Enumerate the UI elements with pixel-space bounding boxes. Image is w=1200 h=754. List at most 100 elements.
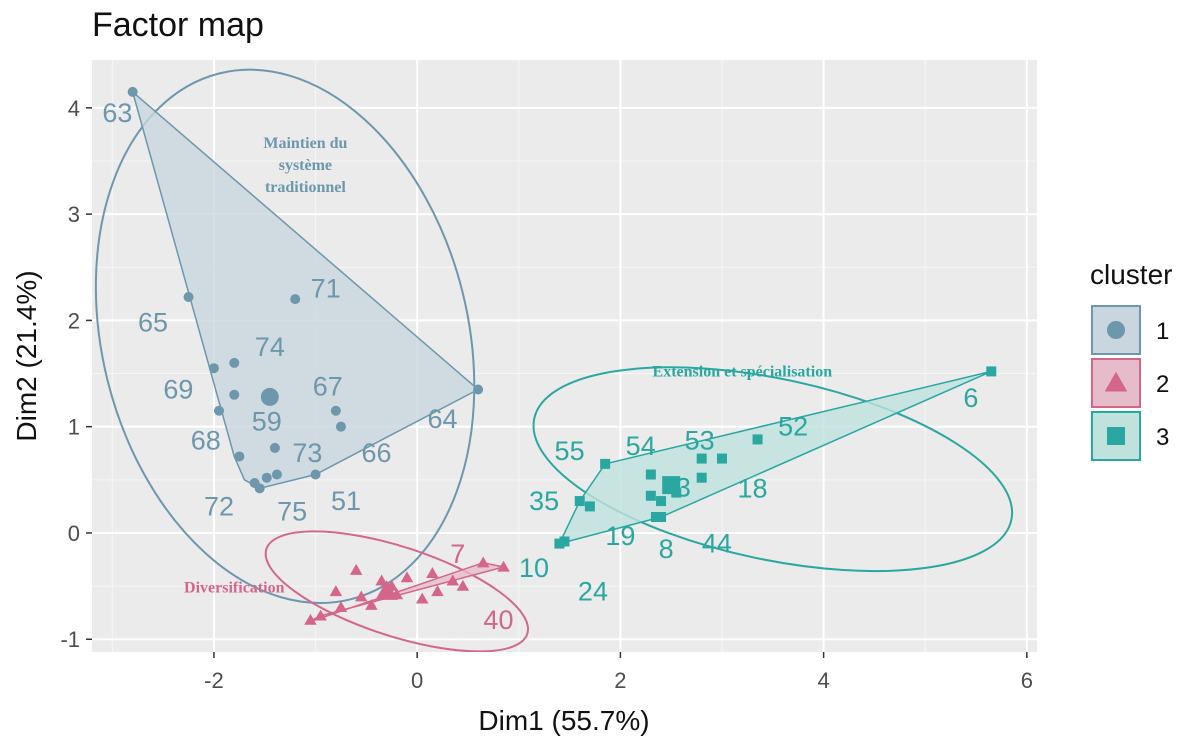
y-tick-label: 3 — [68, 202, 80, 227]
cluster-3-point — [752, 434, 763, 445]
legend-symbol-2 — [1104, 371, 1128, 392]
cluster-2-point — [314, 609, 327, 621]
cluster-3-point — [600, 458, 611, 469]
cluster-2-ellipse — [264, 530, 530, 652]
point-label: 73 — [292, 438, 322, 468]
y-axis-ticks: -1 0 1 2 3 4 — [60, 96, 92, 652]
x-tick-label: 2 — [614, 668, 626, 693]
point-label: 75 — [277, 497, 307, 527]
point-label: 64 — [428, 404, 458, 434]
cluster-2-point — [456, 579, 470, 591]
cluster-3-point — [696, 453, 707, 464]
point-label: 35 — [529, 486, 559, 516]
cluster-1-point — [310, 469, 321, 480]
y-tick-label: 1 — [68, 415, 80, 440]
cluster-2-point — [497, 560, 510, 572]
point-label: 65 — [138, 308, 168, 338]
cluster-1-point — [473, 384, 484, 395]
chart-title: Factor map — [92, 6, 264, 44]
cluster-2-point — [365, 598, 378, 610]
point-label: 66 — [361, 438, 391, 468]
cluster-2-point — [349, 563, 363, 575]
cluster-3-point — [554, 538, 565, 549]
point-label: 6 — [963, 383, 978, 413]
cluster-1-annotation: Maintien du — [263, 135, 347, 152]
cluster-3-ellipse — [532, 366, 1014, 573]
cluster-3-point — [559, 536, 570, 547]
y-tick-label: 4 — [68, 96, 80, 121]
cluster-1-point — [271, 469, 282, 480]
point-label: 10 — [519, 553, 549, 583]
point-label: 24 — [578, 576, 608, 606]
cluster-3-center — [662, 476, 681, 495]
legend-label-1: 1 — [1156, 318, 1169, 345]
point-label: 3 — [676, 472, 691, 502]
cluster-3-point — [986, 366, 997, 377]
cluster-1-annotation: système — [279, 157, 332, 174]
point-label: 19 — [605, 521, 635, 551]
cluster-2-point — [415, 592, 429, 604]
point-label: 40 — [483, 605, 513, 635]
cluster-2-point — [476, 556, 490, 568]
point-label: 69 — [163, 374, 193, 404]
cluster-1-point — [254, 483, 265, 494]
legend-title: cluster — [1090, 259, 1172, 290]
cluster-1-point — [229, 357, 240, 368]
x-tick-label: 0 — [411, 668, 423, 693]
x-tick-label: -2 — [204, 668, 224, 693]
cluster-1-point — [261, 472, 272, 483]
legend-key-1 — [1091, 305, 1141, 355]
cluster-1-point — [290, 294, 301, 305]
cluster-2-point — [355, 590, 368, 602]
cluster-3-annotation: Extension et spécialisation — [653, 364, 833, 381]
cluster-3-point — [574, 496, 585, 507]
cluster-2-point — [446, 574, 459, 586]
cluster-1-center — [260, 387, 279, 406]
point-label: 71 — [311, 274, 341, 304]
legend-symbol-1 — [1107, 321, 1125, 339]
cluster-2-annotation: Diversification — [184, 579, 285, 596]
cluster-annotations: Maintien du système traditionnel Diversific… — [184, 135, 832, 596]
cluster-1-point — [127, 86, 138, 97]
point-label: 7 — [450, 539, 465, 569]
x-axis-title: Dim1 (55.7%) — [478, 705, 649, 736]
cluster-2-point — [426, 567, 439, 579]
cluster-1-ellipse — [94, 68, 476, 605]
cluster-3-hull — [558, 370, 992, 545]
y-axis-title: Dim2 (21.4%) — [11, 270, 42, 441]
cluster-3-point — [656, 496, 667, 507]
legend-symbol-3 — [1107, 427, 1125, 445]
cluster-3-point — [656, 512, 667, 523]
point-label: 52 — [778, 412, 808, 442]
cluster-2-point — [329, 585, 343, 597]
point-label: 74 — [255, 332, 285, 362]
y-tick-label: -1 — [60, 627, 80, 652]
cluster-3-point — [717, 453, 727, 464]
point-label: 44 — [702, 529, 732, 559]
cluster-1-point — [229, 389, 240, 400]
x-tick-label: 6 — [1021, 668, 1033, 693]
cluster-hulls — [131, 89, 992, 625]
cluster-2-center — [375, 580, 398, 600]
cluster-3-point — [584, 501, 595, 512]
legend-label-2: 2 — [1156, 371, 1169, 398]
data-points — [127, 86, 997, 625]
point-label: 55 — [555, 436, 585, 466]
cluster-ellipses — [94, 68, 1014, 652]
cluster-3-point — [696, 472, 707, 483]
point-label: 59 — [252, 406, 282, 436]
point-label: 54 — [626, 431, 656, 461]
cluster-1-point — [183, 292, 194, 303]
cluster-1-annotation: traditionnel — [265, 179, 346, 196]
cluster-1-point — [214, 405, 225, 416]
cluster-2-point — [375, 574, 388, 586]
y-tick-label: 0 — [68, 521, 80, 546]
cluster-1-point — [335, 421, 346, 432]
legend: cluster 1 2 3 — [1090, 259, 1172, 461]
point-label: 63 — [102, 98, 132, 128]
point-labels: 63 71 65 74 69 59 67 64 68 73 66 72 75 51 7 40 6 52 53 54 55… — [102, 98, 978, 635]
point-label: 8 — [659, 534, 674, 564]
x-tick-label: 4 — [817, 668, 829, 693]
cluster-2-point — [431, 585, 444, 597]
